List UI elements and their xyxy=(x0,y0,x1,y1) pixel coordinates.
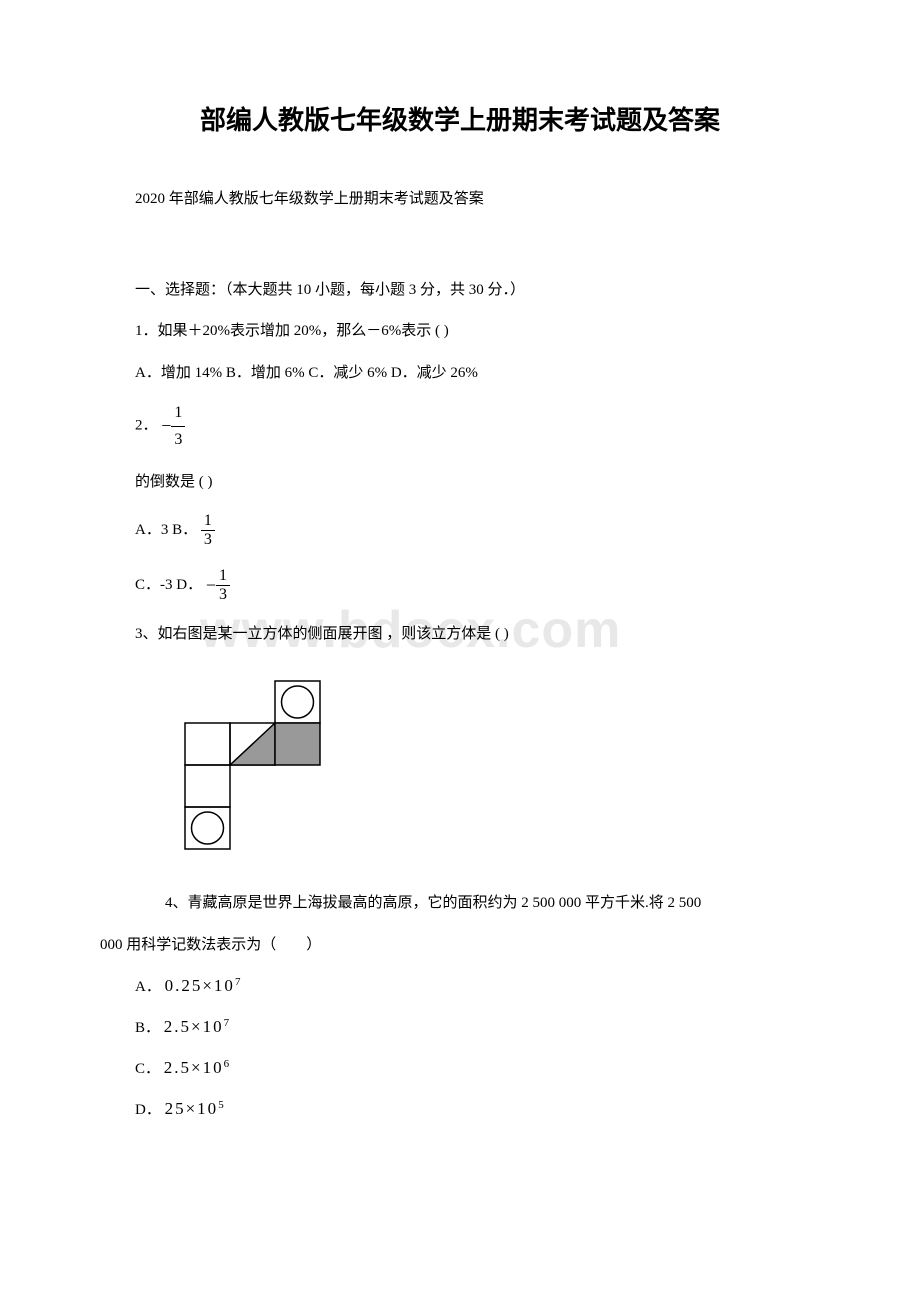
q4-opt-c-label: C． xyxy=(135,1061,160,1077)
q4-opt-d-num: 25×10 xyxy=(165,1099,219,1118)
negative-sign-d: − xyxy=(206,575,216,595)
q4-opt-a-label: A． xyxy=(135,979,161,995)
negative-sign: − xyxy=(161,416,171,436)
question-1: 1．如果＋20%表示增加 20%，那么－6%表示 ( ) xyxy=(135,319,820,343)
q4-opt-d-label: D． xyxy=(135,1102,161,1118)
question-1-options: A．增加 14% B．增加 6% C．减少 6% D．减少 26% xyxy=(135,361,820,382)
q4-option-a: A． 0.25×107 xyxy=(135,975,820,996)
q4-opt-c-exp: 6 xyxy=(224,1058,230,1070)
q4-opt-b-label: B． xyxy=(135,1020,160,1036)
fraction-opt-b: 13 xyxy=(201,512,215,549)
fraction-1-3: 13 xyxy=(171,400,185,452)
q4-opt-b-num: 2.5×10 xyxy=(164,1017,224,1036)
q4-opt-a-exp: 7 xyxy=(235,976,241,988)
q4-line2: 000 用科学记数法表示为（ ） xyxy=(100,937,321,953)
q2-opt-cd: C．-3 D． xyxy=(135,577,202,593)
section-header: 一、选择题：（本大题共 10 小题，每小题 3 分，共 30 分．） xyxy=(135,278,820,299)
question-2-options-cd: C．-3 D． −13 xyxy=(135,567,820,604)
fraction-opt-d: 13 xyxy=(216,567,230,604)
page-subtitle: 2020 年部编人教版七年级数学上册期末考试题及答案 xyxy=(135,187,820,208)
cube-net-diagram xyxy=(175,676,820,861)
question-2-prefix: 2． −13 xyxy=(135,400,820,452)
question-2-options-ab: A．3 B． 13 xyxy=(135,512,820,549)
question-2-text: 的倒数是 ( ) xyxy=(135,470,820,494)
q2-number: 2． xyxy=(135,418,158,434)
q2-opt-ab: A．3 B． xyxy=(135,522,197,538)
question-4: 4、青藏高原是世界上海拔最高的高原，它的面积约为 2 500 000 平方千米.… xyxy=(100,891,820,957)
q4-opt-d-exp: 5 xyxy=(218,1099,224,1111)
q4-opt-b-exp: 7 xyxy=(224,1017,230,1029)
q4-option-c: C． 2.5×106 xyxy=(135,1057,820,1078)
q4-line1: 4、青藏高原是世界上海拔最高的高原，它的面积约为 2 500 000 平方千米.… xyxy=(165,895,701,911)
q4-opt-a-num: 0.25×10 xyxy=(165,976,235,995)
q4-opt-c-num: 2.5×10 xyxy=(164,1058,224,1077)
q4-option-b: B． 2.5×107 xyxy=(135,1016,820,1037)
question-3: 3、如右图是某一立方体的侧面展开图 ，则该立方体是 ( ) xyxy=(135,622,820,646)
page-title: 部编人教版七年级数学上册期末考试题及答案 xyxy=(100,100,820,137)
q4-option-d: D． 25×105 xyxy=(135,1098,820,1119)
